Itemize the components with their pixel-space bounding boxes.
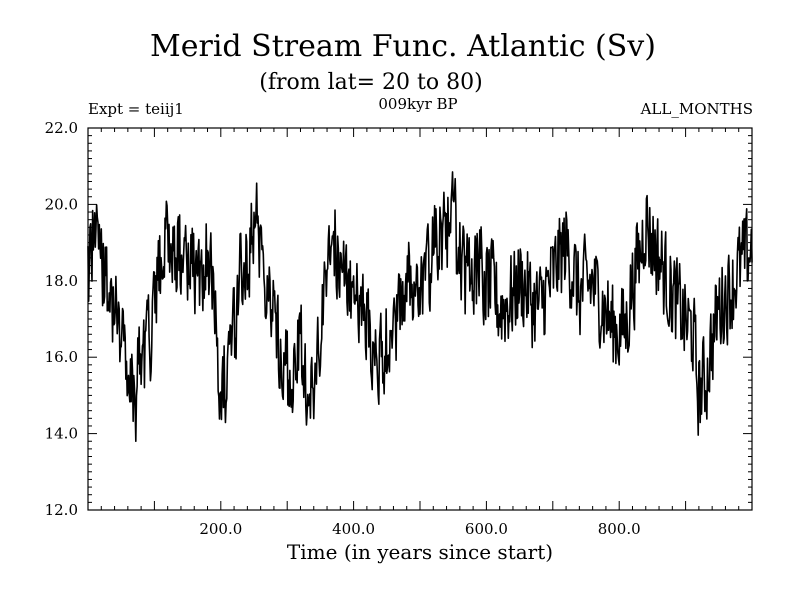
- x-tick-label: 800.0: [598, 520, 641, 538]
- y-tick-label: 20.0: [45, 195, 78, 213]
- y-tick-label: 22.0: [45, 119, 78, 137]
- y-tick-label: 12.0: [45, 501, 78, 519]
- x-tick-label: 200.0: [199, 520, 242, 538]
- x-axis-label: Time (in years since start): [287, 540, 553, 564]
- plot-frame: [87, 127, 753, 511]
- y-tick-label: 14.0: [45, 425, 78, 443]
- months-label: ALL_MONTHS: [640, 100, 753, 118]
- y-tick-label: 16.0: [45, 348, 78, 366]
- x-axis-ticks: 200.0 400.0 600.0 800.0: [100, 128, 740, 538]
- x-tick-label: 400.0: [332, 520, 375, 538]
- series-line: [87, 171, 753, 443]
- experiment-label: Expt = teiij1: [88, 100, 184, 118]
- y-tick-label: 18.0: [45, 272, 78, 290]
- period-label: 009kyr BP: [378, 95, 457, 113]
- chart-title: Merid Stream Func. Atlantic (Sv): [150, 29, 656, 64]
- y-axis-ticks: 12.0 14.0 16.0 18.0 20.0 22.0: [45, 119, 752, 519]
- chart-subtitle: (from lat= 20 to 80): [259, 70, 482, 95]
- x-tick-label: 600.0: [465, 520, 508, 538]
